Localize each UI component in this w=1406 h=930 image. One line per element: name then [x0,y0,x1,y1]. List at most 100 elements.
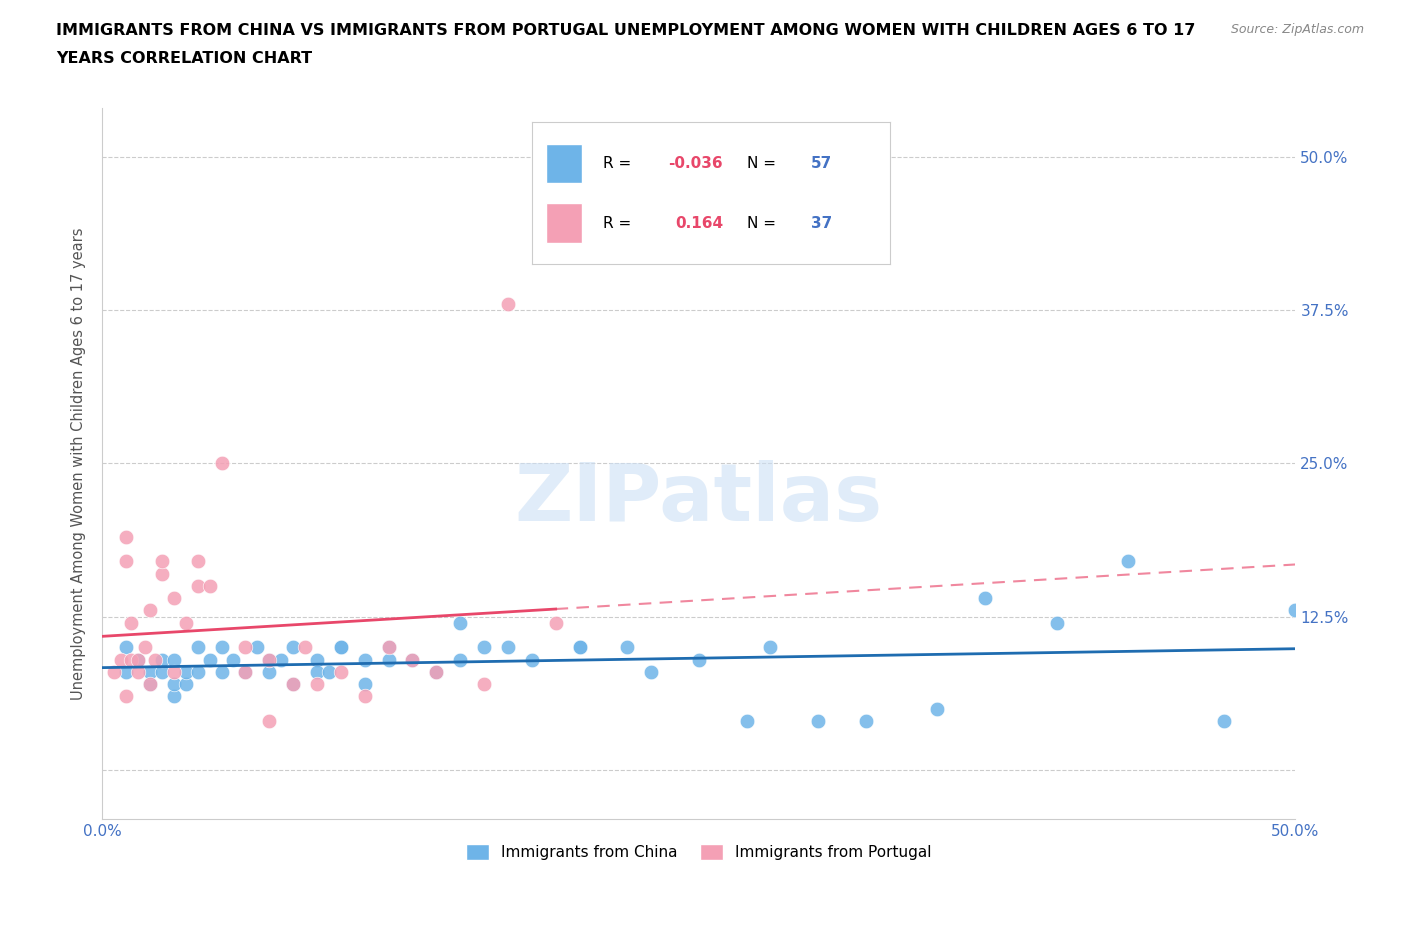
Point [401,652,423,667]
Point [139,603,162,618]
Point [174,677,197,692]
Point [377,652,399,667]
Point [115,554,138,569]
Point [198,652,221,667]
Point [174,664,197,679]
Point [127,652,149,667]
Point [235,664,257,679]
Point [425,664,447,679]
Point [1046,616,1069,631]
Point [401,652,423,667]
Point [259,713,281,728]
Point [281,640,304,655]
Point [329,640,352,655]
Point [187,578,209,593]
Point [163,591,186,605]
Text: IMMIGRANTS FROM CHINA VS IMMIGRANTS FROM PORTUGAL UNEMPLOYMENT AMONG WOMEN WITH : IMMIGRANTS FROM CHINA VS IMMIGRANTS FROM… [56,23,1195,38]
Point [235,640,257,655]
Point [163,652,186,667]
Point [353,677,375,692]
Point [163,664,186,679]
Point [120,616,142,631]
Point [120,652,142,667]
Point [449,616,471,631]
Point [139,677,162,692]
Point [115,640,138,655]
Point [150,554,173,569]
Point [688,652,710,667]
Point [520,652,543,667]
Point [974,591,997,605]
Point [163,689,186,704]
Point [259,652,281,667]
Point [305,677,328,692]
Point [115,529,138,544]
Point [281,677,304,692]
Point [127,652,149,667]
Point [544,616,567,631]
Point [377,640,399,655]
Point [259,652,281,667]
Point [377,640,399,655]
Text: YEARS CORRELATION CHART: YEARS CORRELATION CHART [56,51,312,66]
Point [353,689,375,704]
Point [187,664,209,679]
Point [103,664,125,679]
Point [472,677,495,692]
Point [425,664,447,679]
Point [150,566,173,581]
Point [568,640,591,655]
Point [855,713,877,728]
Point [270,652,292,667]
Y-axis label: Unemployment Among Women with Children Ages 6 to 17 years: Unemployment Among Women with Children A… [72,227,86,699]
Point [425,664,447,679]
Point [496,640,519,655]
Point [1212,713,1234,728]
Point [139,664,162,679]
Point [246,640,269,655]
Point [115,689,138,704]
Point [211,640,233,655]
Point [1118,554,1140,569]
Point [329,640,352,655]
Point [568,640,591,655]
Point [294,640,316,655]
Point [759,640,782,655]
Point [211,456,233,471]
Point [174,616,197,631]
Point [329,664,352,679]
Point [353,652,375,667]
Point [150,652,173,667]
Point [222,652,245,667]
Point [198,578,221,593]
Point [496,297,519,312]
Point [735,713,758,728]
Point [1284,603,1306,618]
Text: Source: ZipAtlas.com: Source: ZipAtlas.com [1230,23,1364,36]
Point [139,677,162,692]
Point [640,664,662,679]
Point [259,664,281,679]
Point [305,664,328,679]
Point [318,664,340,679]
Text: ZIPatlas: ZIPatlas [515,460,883,538]
Point [807,713,830,728]
Legend: Immigrants from China, Immigrants from Portugal: Immigrants from China, Immigrants from P… [458,836,939,868]
Point [115,664,138,679]
Point [305,652,328,667]
Point [472,640,495,655]
Point [150,664,173,679]
Point [163,677,186,692]
Point [127,664,149,679]
Point [449,652,471,667]
Point [211,664,233,679]
Point [187,640,209,655]
Point [187,554,209,569]
Point [143,652,166,667]
Point [134,640,156,655]
Point [110,652,132,667]
Point [235,664,257,679]
Point [616,640,638,655]
Point [281,677,304,692]
Point [927,701,949,716]
